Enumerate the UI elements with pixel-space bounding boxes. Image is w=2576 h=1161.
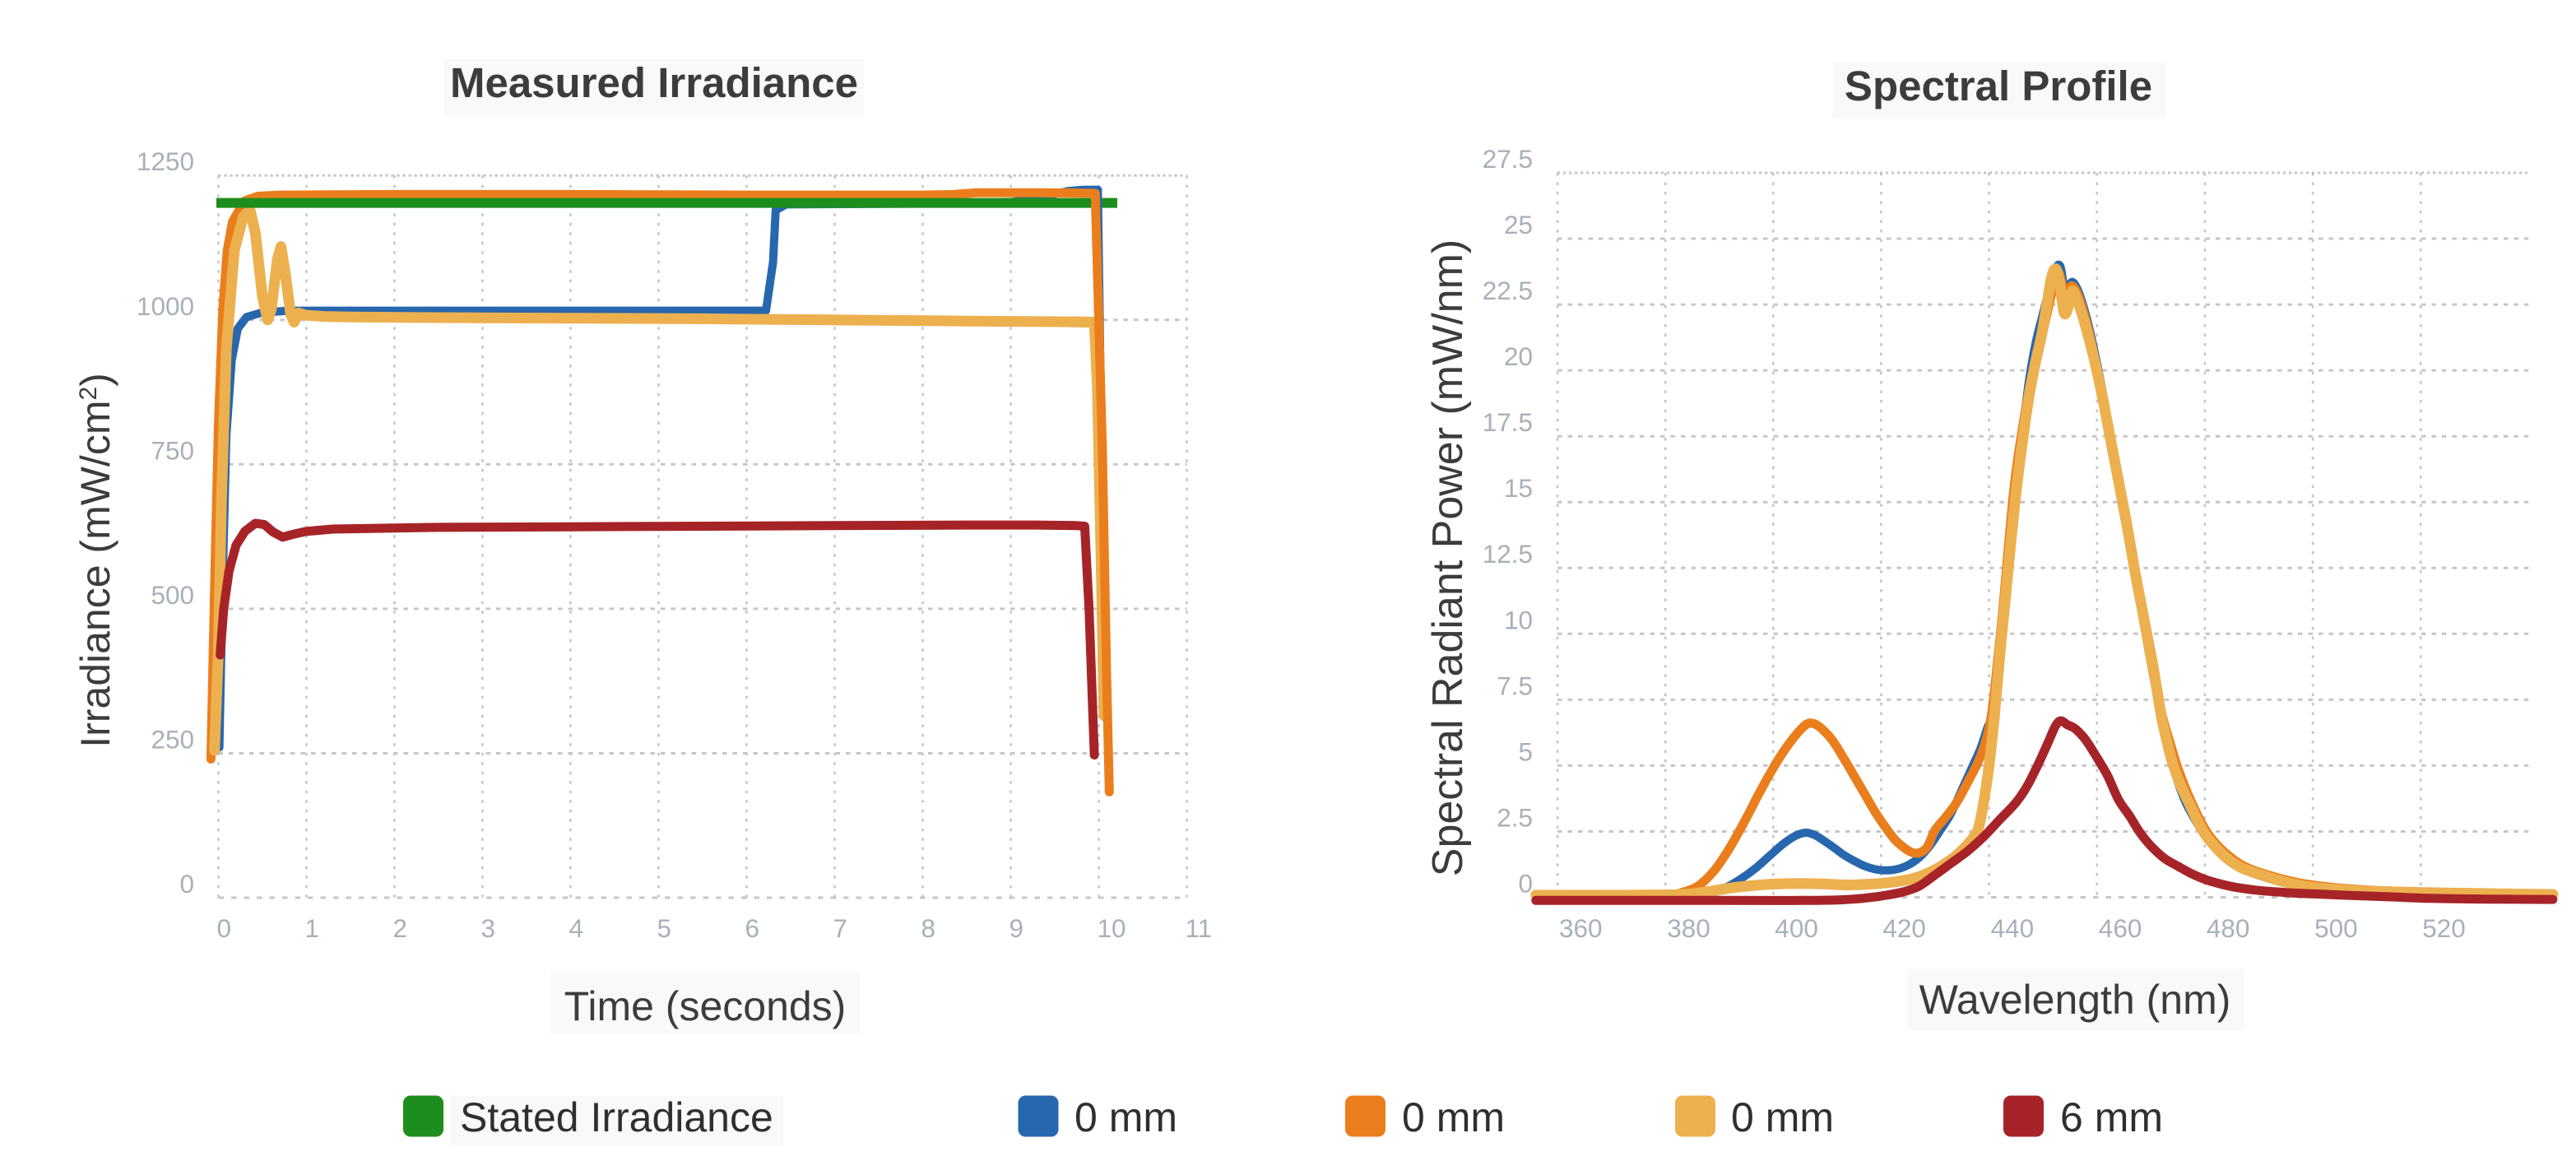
svg-text:25: 25 [1504,210,1533,239]
svg-text:5: 5 [1518,736,1533,766]
svg-text:360: 360 [1559,913,1603,943]
svg-text:8: 8 [921,913,936,943]
svg-text:Time (seconds): Time (seconds) [564,983,847,1029]
svg-text:20: 20 [1504,341,1533,371]
svg-text:480: 480 [2207,913,2250,943]
svg-text:460: 460 [2099,913,2142,943]
svg-text:Spectral Radiant Power (mW/nm): Spectral Radiant Power (mW/nm) [1424,239,1472,876]
svg-text:380: 380 [1667,913,1710,943]
svg-text:0: 0 [179,869,194,899]
svg-text:0: 0 [1518,869,1533,899]
svg-text:10: 10 [1504,605,1533,634]
svg-text:7: 7 [833,913,848,943]
svg-text:400: 400 [1775,913,1818,943]
svg-text:0: 0 [217,913,232,943]
svg-text:4: 4 [569,913,584,943]
svg-text:500: 500 [151,580,194,610]
svg-text:Measured Irradiance: Measured Irradiance [450,59,858,106]
svg-text:1: 1 [305,913,320,943]
svg-text:11: 11 [1186,913,1213,943]
svg-text:Stated Irradiance: Stated Irradiance [460,1094,773,1140]
svg-text:Wavelength (nm): Wavelength (nm) [1919,977,2231,1023]
svg-text:2: 2 [393,913,408,943]
svg-text:0 mm: 0 mm [1731,1094,1834,1140]
svg-text:2.5: 2.5 [1497,803,1533,833]
svg-text:7.5: 7.5 [1497,671,1533,700]
svg-text:0 mm: 0 mm [1402,1094,1505,1140]
svg-text:10: 10 [1098,913,1126,943]
svg-text:27.5: 27.5 [1483,144,1533,174]
svg-text:5: 5 [657,913,672,943]
svg-text:1000: 1000 [137,291,194,321]
svg-text:22.5: 22.5 [1483,276,1533,305]
svg-text:420: 420 [1882,913,1926,943]
svg-text:750: 750 [151,435,194,465]
svg-text:Irradiance (mW/cm2): Irradiance (mW/cm2) [72,373,118,748]
svg-text:440: 440 [1991,913,2035,943]
svg-text:520: 520 [2422,913,2466,943]
svg-text:3: 3 [481,913,496,943]
svg-text:500: 500 [2314,913,2358,943]
svg-text:6: 6 [745,913,760,943]
svg-text:9: 9 [1010,913,1024,943]
svg-text:17.5: 17.5 [1483,407,1533,437]
svg-text:12.5: 12.5 [1483,539,1533,569]
svg-text:0 mm: 0 mm [1074,1094,1177,1140]
svg-text:15: 15 [1504,473,1533,503]
svg-text:250: 250 [151,725,194,755]
svg-text:6 mm: 6 mm [2060,1094,2163,1140]
svg-text:1250: 1250 [137,146,194,176]
svg-text:Spectral Profile: Spectral Profile [1845,63,2152,109]
